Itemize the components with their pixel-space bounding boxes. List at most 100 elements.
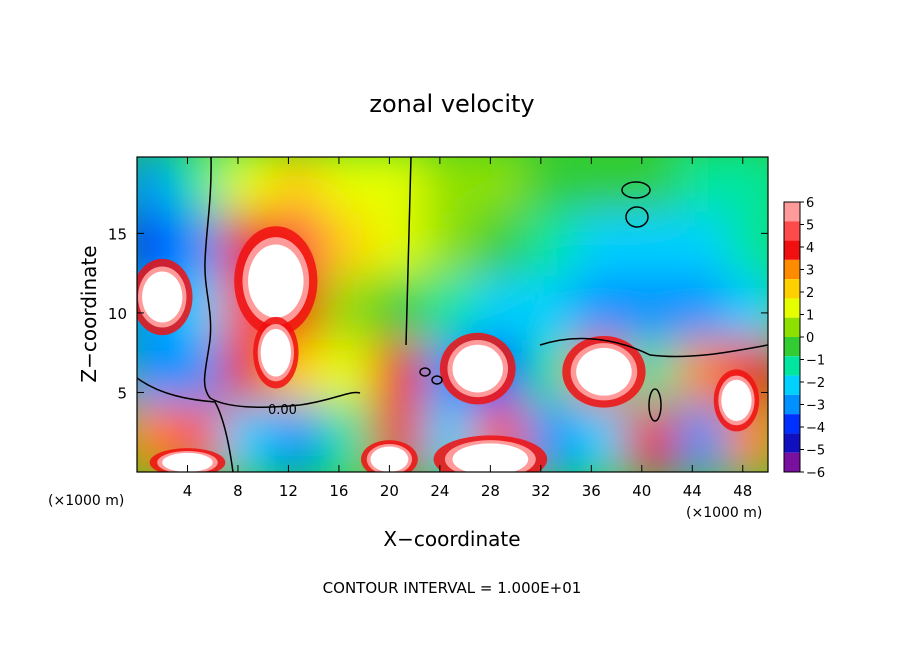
zero-contour-left [203,157,361,409]
colorbar-label-12: −6 [806,466,825,481]
x-tick-label-8: 8 [233,482,243,500]
zero-contour-loop-1 [621,181,651,199]
colorbar: 6 5 4 3 2 1 0 −1 −2 −3 −4 −5 −6 [783,196,825,481]
x-axis-label: X−coordinate [383,527,520,551]
zero-contour-loop-5 [648,388,662,422]
colorbar-swatch-10 [784,394,800,415]
x-tick-label-12: 12 [279,482,298,500]
zero-contour-loop-2 [625,206,649,228]
velocity-field [137,157,768,472]
colorbar-label-11: −5 [806,444,825,459]
field-cell-31 [372,276,432,350]
y-axis-label: Z−coordinate [77,245,101,382]
saturated-region-3 [452,344,503,393]
saturated-region-0 [142,271,183,323]
field-cell-62 [625,403,684,472]
x-tick-label-44: 44 [683,482,702,500]
x-unit-label-right: (×1000 m) [686,505,762,521]
zero-contour-loop-4 [431,375,443,385]
field-cell-23 [625,212,684,286]
colorbar-label-8: −2 [806,376,825,391]
zero-contour-center [405,157,412,346]
field-cell-9 [574,157,633,223]
colorbar-label-6: 0 [806,331,814,346]
colorbar-swatch-4 [784,279,800,299]
y-tick-label-10: 10 [108,305,127,323]
field-cell-43 [322,339,381,414]
field-cell-61 [574,403,633,472]
contour-value-label: 0.00 [268,403,297,418]
x-tick-label-16: 16 [329,482,348,500]
colorbar-label-1: 5 [806,219,814,234]
y-tick-label-5: 5 [117,384,127,402]
saturated-region-6 [452,443,529,472]
colorbar-label-9: −3 [806,399,825,414]
field-cell-1 [171,157,230,223]
plot-frame [136,156,769,473]
colorbar-swatch-3 [784,259,800,280]
field-cell-2 [221,157,280,223]
zero-contour-loop-3 [419,367,431,377]
field-cell-12 [726,157,768,223]
field-cell-38 [726,276,768,350]
x-tick-label-40: 40 [632,482,651,500]
field-cell-19 [423,212,482,286]
colorbar-swatch-13 [784,452,800,472]
zero-contour-bottom-left [137,377,234,472]
x-tick-label-24: 24 [430,482,449,500]
colorbar-swatch-5 [784,298,800,318]
field-cell-20 [473,212,533,286]
field-cell-18 [372,212,432,286]
field-cell-11 [675,157,734,223]
saturated-region-8 [370,446,409,472]
field-cell-5 [372,157,432,223]
colorbar-label-0: 6 [806,196,814,211]
field-cell-37 [675,276,734,350]
colorbar-label-2: 4 [806,241,814,256]
plot-area: 0.00 [137,157,768,472]
field-cell-4 [322,157,381,223]
x-tick-label-32: 32 [531,482,550,500]
field-cell-7 [473,157,533,223]
field-cell-30 [322,276,381,350]
contour-interval-footer: CONTOUR INTERVAL = 1.000E+01 [323,579,582,597]
field-cell-0 [137,157,179,223]
x-tick-label-20: 20 [380,482,399,500]
chart-title: zonal velocity [369,90,534,118]
field-cell-24 [675,212,734,286]
field-cell-17 [322,212,381,286]
colorbar-swatch-9 [784,375,800,395]
zero-contour-right [539,337,768,358]
colorbar-swatch-0 [784,202,800,222]
colorbar-swatch-7 [784,337,800,357]
field-cell-8 [524,157,583,223]
field-cell-10 [625,157,684,223]
x-tick-label-4: 4 [183,482,193,500]
colorbar-label-3: 3 [806,264,814,279]
colorbar-label-7: −1 [806,354,825,369]
colorbar-label-4: 2 [806,286,814,301]
x-unit-label-left: (×1000 m) [48,493,124,509]
colorbar-swatch-12 [784,433,800,453]
field-cell-6 [423,157,482,223]
field-cell-55 [272,403,331,472]
field-cell-3 [272,157,331,223]
saturated-region-1 [248,244,304,318]
colorbar-swatch-11 [784,414,800,434]
x-tick-label-28: 28 [481,482,500,500]
colorbar-label-5: 1 [806,309,814,324]
colorbar-swatch-6 [784,317,800,337]
field-cell-34 [524,276,583,350]
x-axis-ticks: 4 8 12 16 20 24 28 32 36 40 44 48 [183,157,752,500]
saturated-region-5 [721,379,752,422]
x-tick-label-48: 48 [733,482,752,500]
colorbar-label-10: −4 [806,421,825,436]
colorbar-swatch-8 [784,356,800,376]
field-cell-25 [726,212,768,286]
saturated-region-7 [162,452,213,472]
zero-contours [137,157,768,472]
y-axis-ticks: 5 10 15 [108,225,768,402]
field-cell-21 [524,212,583,286]
saturated-region-4 [576,347,632,396]
